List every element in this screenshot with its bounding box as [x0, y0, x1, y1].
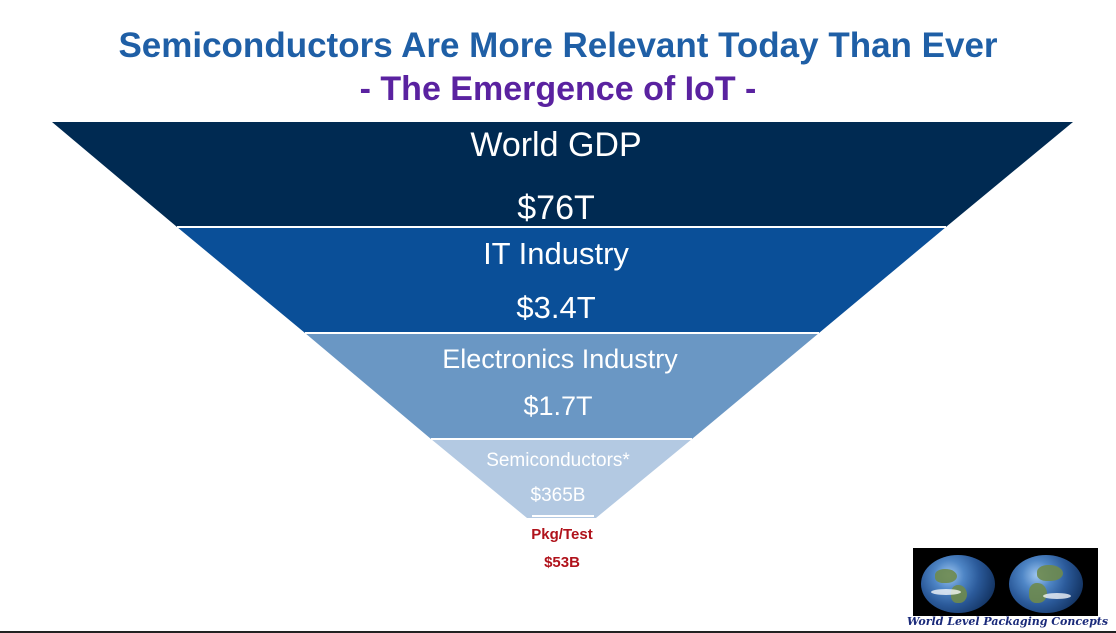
funnel-layer-semiconductors	[431, 439, 692, 518]
page-title: Semiconductors Are More Relevant Today T…	[118, 26, 998, 65]
earth-globe-icon	[921, 555, 995, 613]
tip-value-pkg-test: $53B	[544, 554, 580, 571]
layer-value-it-industry: $3.4T	[516, 290, 595, 325]
logo-image	[913, 548, 1098, 616]
layer-label-semiconductors: Semiconductors*	[486, 450, 630, 471]
layer-label-it-industry: IT Industry	[483, 236, 629, 271]
layer-value-world-gdp: $76T	[517, 189, 595, 227]
layer-label-world-gdp: World GDP	[470, 126, 641, 164]
funnel-layer-electronics	[305, 333, 819, 439]
funnel-layer-it-industry	[177, 227, 946, 333]
layer-label-electronics: Electronics Industry	[442, 344, 678, 374]
layer-value-semiconductors: $365B	[531, 485, 586, 506]
tip-label-pkg-test: Pkg/Test	[531, 526, 592, 543]
earth-globe-icon	[1009, 555, 1083, 613]
bottom-divider	[0, 631, 1116, 633]
funnel-layer-world-gdp	[52, 122, 1073, 227]
page-subtitle: - The Emergence of IoT -	[359, 70, 757, 108]
layer-value-electronics: $1.7T	[523, 391, 592, 421]
logo-wordmark: World Level Packaging Concepts	[906, 615, 1109, 628]
